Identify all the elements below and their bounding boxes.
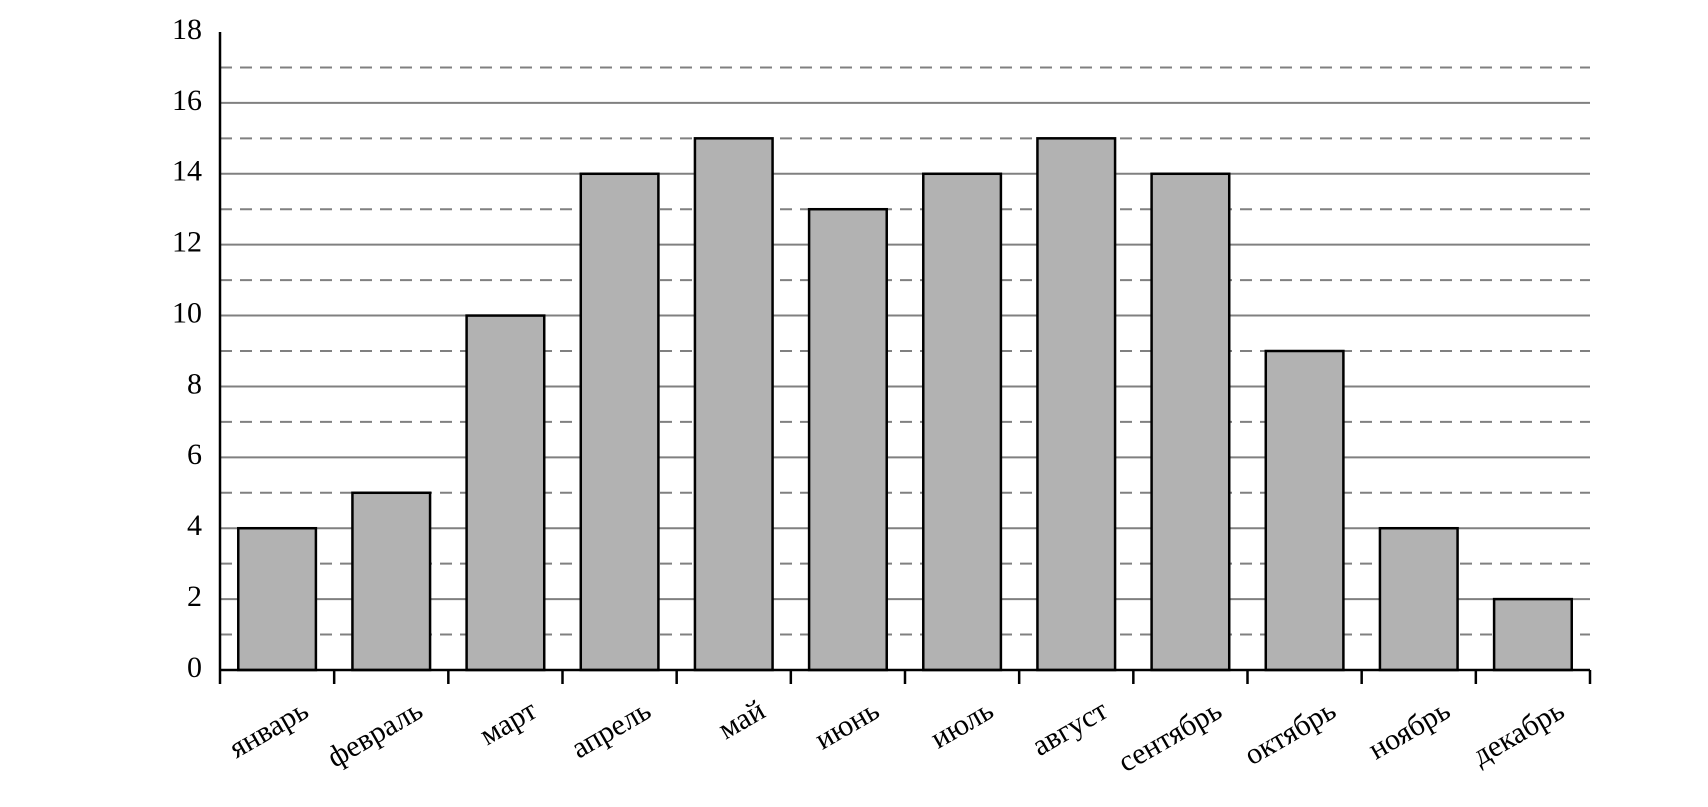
bar [352,493,430,670]
bar [238,528,316,670]
y-tick-label: 16 [172,84,202,117]
y-tick-label: 6 [187,438,202,471]
bar [467,316,545,670]
bar [809,209,887,670]
bar [1037,138,1115,670]
y-tick-label: 18 [172,13,202,46]
bar [1494,599,1572,670]
y-tick-label: 2 [187,580,202,613]
bar [923,174,1001,670]
y-tick-label: 14 [172,155,202,188]
y-tick-label: 10 [172,296,202,329]
bar [1266,351,1344,670]
bar [581,174,659,670]
y-tick-label: 4 [187,509,202,542]
bar [1152,174,1230,670]
y-tick-label: 0 [187,651,202,684]
y-tick-label: 8 [187,367,202,400]
bar [1380,528,1458,670]
bar-chart: 024681012141618январьфевральмартапрельма… [0,0,1708,807]
y-tick-label: 12 [172,226,202,259]
bar [695,138,773,670]
